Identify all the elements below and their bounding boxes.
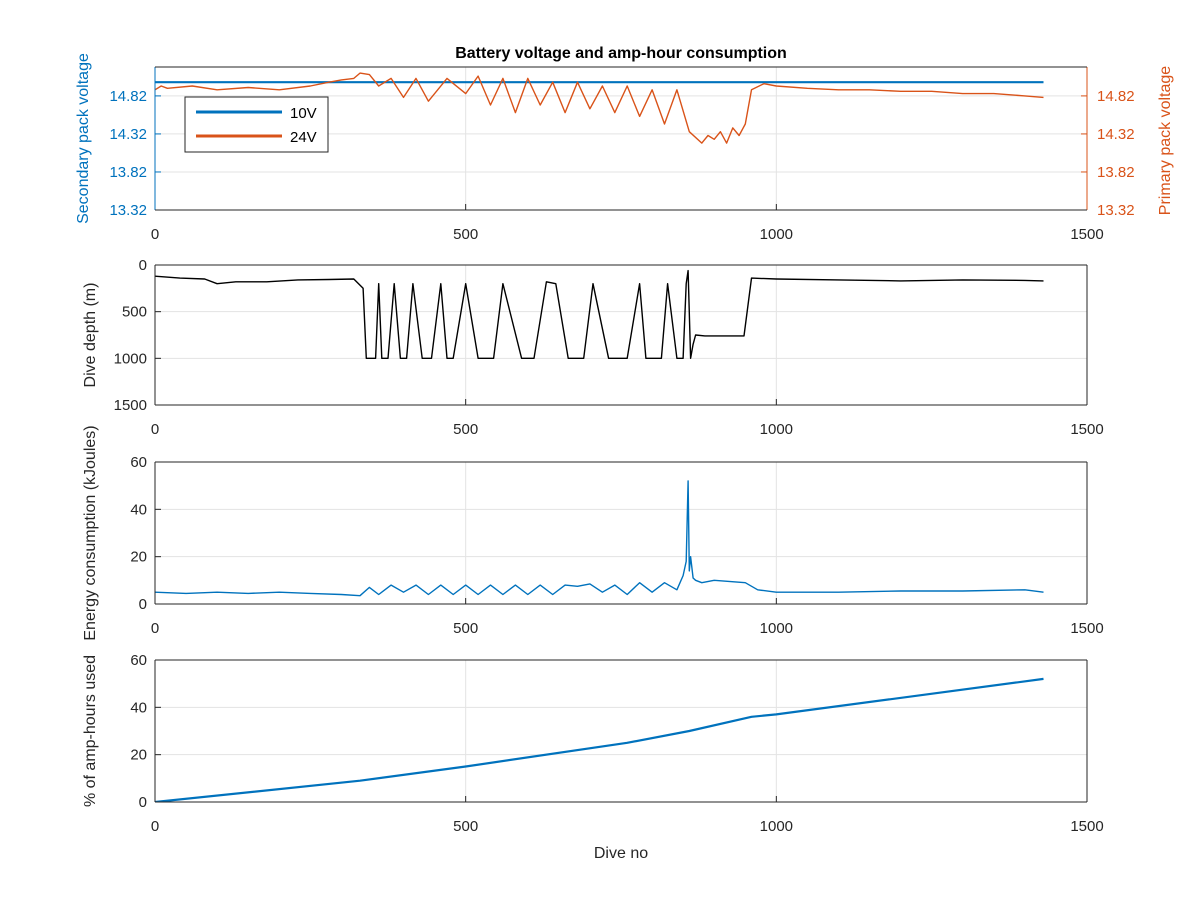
y-right-tick-label: 14.82 <box>1097 88 1135 105</box>
plot-area <box>155 265 1087 405</box>
x-tick-label: 1000 <box>760 818 793 835</box>
series-line-3-1 <box>155 480 1044 597</box>
y-tick-label: 0 <box>139 257 147 274</box>
y-tick-label: 500 <box>122 304 147 321</box>
x-tick-label: 0 <box>151 818 159 835</box>
x-tick-label: 0 <box>151 620 159 637</box>
x-tick-label: 1500 <box>1070 620 1103 637</box>
y-right-tick-label: 13.82 <box>1097 164 1135 181</box>
x-tick-label: 1000 <box>760 226 793 243</box>
y-axis-label: Energy consumption (kJoules) <box>82 425 99 640</box>
x-tick-label: 1500 <box>1070 226 1103 243</box>
y-tick-label: 1500 <box>114 397 147 414</box>
series-line-24v <box>155 72 1044 144</box>
series-line-2-1 <box>155 269 1044 359</box>
y-axis-label: Dive depth (m) <box>82 283 99 388</box>
y-tick-label: 13.82 <box>109 164 147 181</box>
y-tick-label: 14.32 <box>109 126 147 143</box>
x-tick-label: 0 <box>151 421 159 438</box>
x-tick-label: 500 <box>453 421 478 438</box>
y-tick-label: 0 <box>139 794 147 811</box>
y-right-tick-label: 14.32 <box>1097 126 1135 143</box>
x-tick-label: 500 <box>453 818 478 835</box>
chart-title: Battery voltage and amp-hour consumption <box>455 45 787 62</box>
y-tick-label: 14.82 <box>109 88 147 105</box>
x-tick-label: 1500 <box>1070 818 1103 835</box>
y-tick-label: 13.32 <box>109 202 147 219</box>
plot-area <box>155 660 1087 802</box>
x-tick-label: 500 <box>453 620 478 637</box>
y-axis-label: Secondary pack voltage <box>75 53 92 224</box>
y-tick-label: 60 <box>130 454 147 471</box>
y-tick-label: 60 <box>130 652 147 669</box>
x-tick-label: 1000 <box>760 620 793 637</box>
x-tick-label: 1500 <box>1070 421 1103 438</box>
y-tick-label: 40 <box>130 699 147 716</box>
x-tick-label: 500 <box>453 226 478 243</box>
y-right-tick-label: 13.32 <box>1097 202 1135 219</box>
panel-4: 0 500 1000 1500 0 20 40 60 % of amp-hours used <box>82 652 1104 835</box>
y-axis-label: % of amp-hours used <box>82 655 99 807</box>
y-tick-label: 20 <box>130 549 147 566</box>
panels: 0 500 1000 1500 13.32 13.82 14.32 14.82 13.32 13.… <box>75 53 1174 835</box>
legend-label: 10V <box>290 105 317 122</box>
panel-3: 0 500 1000 1500 0 20 40 60 Energy consumption (k… <box>82 425 1104 640</box>
x-tick-label: 1000 <box>760 421 793 438</box>
y-tick-label: 40 <box>130 501 147 518</box>
x-tick-label: 0 <box>151 226 159 243</box>
y-tick-label: 1000 <box>114 350 147 367</box>
y-right-axis-label: Primary pack voltage <box>1157 66 1174 215</box>
x-axis-label: Dive no <box>594 845 648 862</box>
plot-area <box>155 462 1087 604</box>
series-line-4-1 <box>155 677 1044 802</box>
y-tick-label: 0 <box>139 596 147 613</box>
legend-label: 24V <box>290 129 317 146</box>
panel-1: 0 500 1000 1500 13.32 13.82 14.32 14.82 13.32 13.… <box>75 53 1174 243</box>
y-tick-label: 20 <box>130 747 147 764</box>
legend-box <box>184 96 329 153</box>
